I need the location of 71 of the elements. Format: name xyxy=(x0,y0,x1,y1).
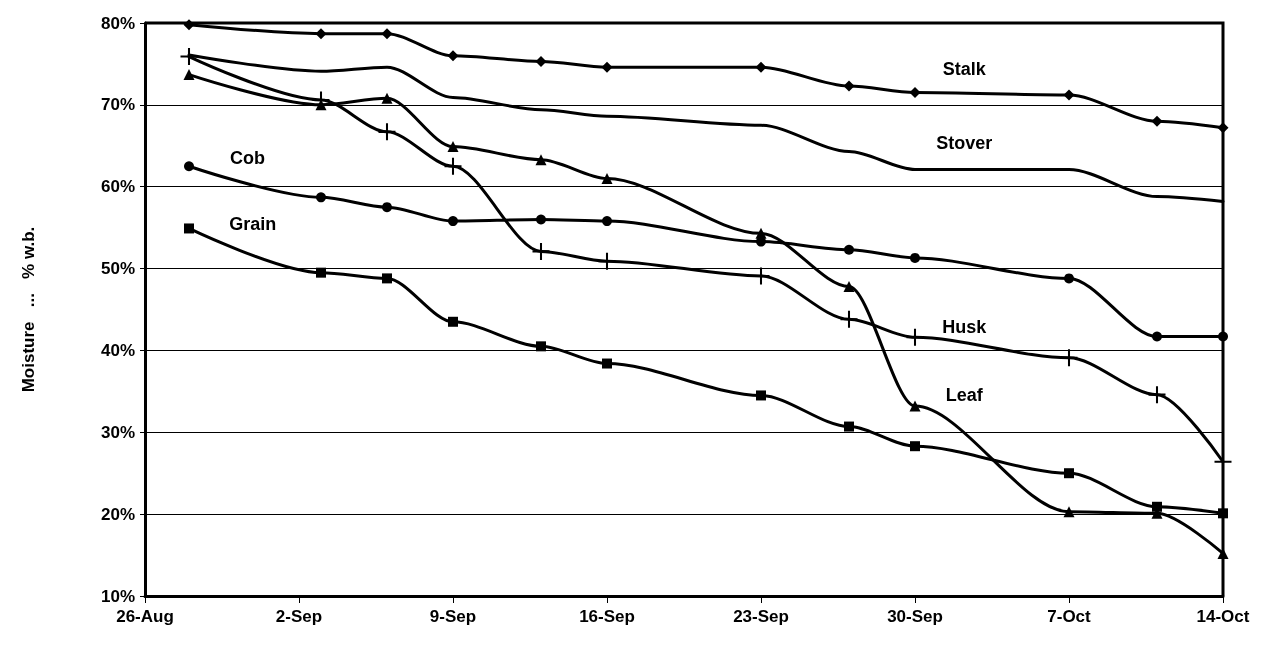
point xyxy=(1218,331,1228,342)
point xyxy=(844,421,854,432)
point xyxy=(1152,501,1162,512)
y-tick-label: 70% xyxy=(100,95,135,115)
point xyxy=(1064,273,1074,284)
y-tick-label: 80% xyxy=(100,13,135,33)
series-label: Husk xyxy=(942,316,988,337)
point xyxy=(910,441,920,452)
series-label: Grain xyxy=(229,213,277,234)
y-axis-title: Moisture ... % w.b. xyxy=(19,226,38,393)
point xyxy=(444,157,462,175)
point xyxy=(840,310,858,328)
point xyxy=(844,244,854,255)
point xyxy=(535,154,547,166)
y-tick-label: 10% xyxy=(100,586,135,606)
point xyxy=(1063,506,1075,518)
point xyxy=(602,216,612,227)
point xyxy=(755,61,767,73)
point xyxy=(183,69,195,81)
series-label: Stalk xyxy=(942,58,987,79)
y-tick-label: 30% xyxy=(100,422,135,442)
point xyxy=(382,273,392,284)
y-tick-label: 40% xyxy=(100,340,135,360)
point xyxy=(843,281,855,293)
point xyxy=(378,123,396,141)
point xyxy=(447,141,459,153)
x-tick-label: 26-Aug xyxy=(116,607,174,626)
point xyxy=(382,202,392,213)
x-tick-label: 9-Sep xyxy=(429,607,477,626)
point xyxy=(1151,115,1163,127)
point xyxy=(447,50,459,62)
point xyxy=(601,61,613,73)
y-tick-label: 20% xyxy=(100,504,135,524)
point xyxy=(843,80,855,92)
point xyxy=(381,28,393,40)
y-tick-label: 60% xyxy=(100,177,135,197)
point xyxy=(536,341,546,352)
point xyxy=(1152,331,1162,342)
series-label: Cob xyxy=(229,147,265,168)
y-tick-label: 50% xyxy=(100,259,135,279)
point xyxy=(532,242,550,260)
point xyxy=(448,316,458,327)
series-label: Leaf xyxy=(945,385,984,406)
point xyxy=(381,92,393,104)
x-tick-label: 16-Sep xyxy=(579,607,635,626)
point xyxy=(1064,468,1074,479)
point xyxy=(535,55,547,67)
x-tick-label: 7-Oct xyxy=(1047,607,1092,626)
x-tick-label: 2-Sep xyxy=(275,607,323,626)
point xyxy=(536,214,546,225)
point xyxy=(180,48,198,66)
point xyxy=(448,216,458,227)
point xyxy=(601,173,613,185)
point xyxy=(598,252,616,270)
point xyxy=(909,400,921,412)
point xyxy=(910,252,920,263)
point xyxy=(184,161,194,172)
point xyxy=(602,358,612,369)
point xyxy=(1148,386,1166,404)
point xyxy=(315,28,327,40)
point xyxy=(316,192,326,203)
point xyxy=(909,87,921,99)
point xyxy=(316,267,326,278)
x-tick-label: 14-Oct xyxy=(1196,607,1250,626)
point xyxy=(184,223,194,234)
point xyxy=(1063,89,1075,101)
point xyxy=(756,390,766,401)
x-tick-label: 30-Sep xyxy=(887,607,943,626)
point xyxy=(1218,508,1228,519)
series-label: Stover xyxy=(936,133,993,154)
x-tick-label: 23-Sep xyxy=(733,607,789,626)
